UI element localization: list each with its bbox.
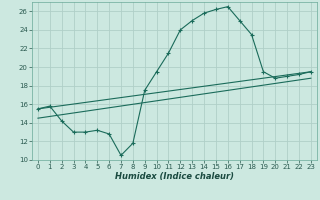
X-axis label: Humidex (Indice chaleur): Humidex (Indice chaleur) — [115, 172, 234, 181]
